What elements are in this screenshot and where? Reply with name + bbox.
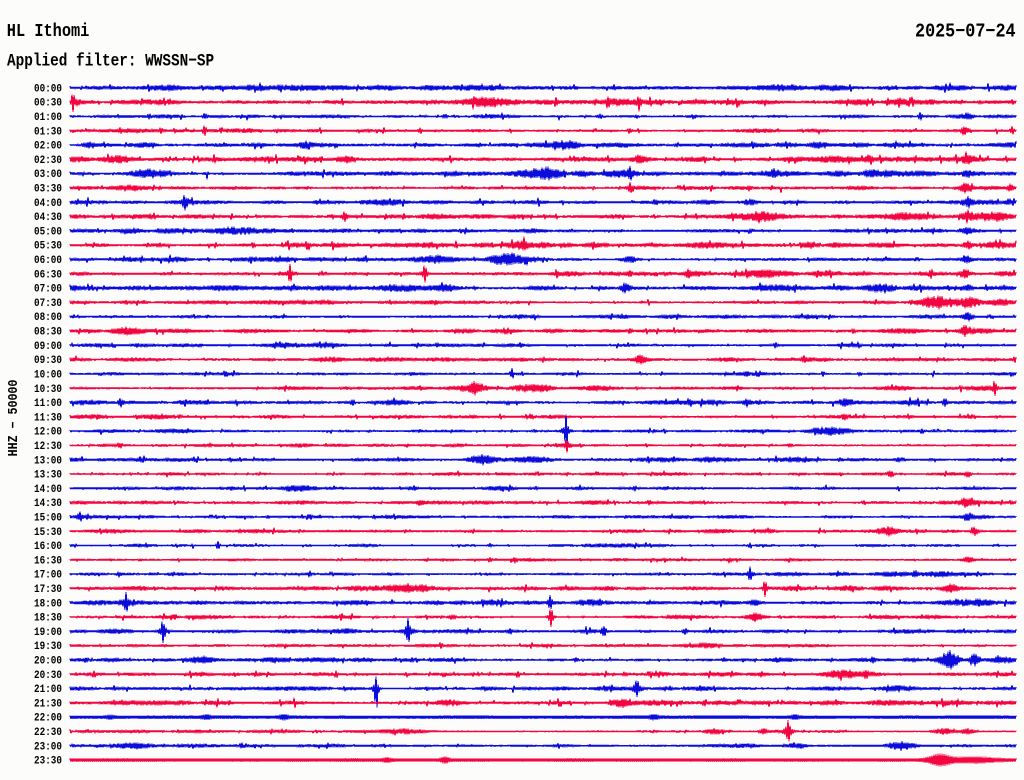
svg-text:23:30: 23:30 bbox=[34, 756, 62, 768]
svg-text:11:30: 11:30 bbox=[34, 413, 62, 425]
svg-text:12:00: 12:00 bbox=[34, 427, 62, 439]
svg-text:04:00: 04:00 bbox=[34, 198, 62, 210]
svg-text:05:30: 05:30 bbox=[34, 241, 62, 253]
svg-text:04:30: 04:30 bbox=[34, 213, 62, 225]
svg-text:03:30: 03:30 bbox=[34, 184, 62, 196]
svg-text:11:00: 11:00 bbox=[34, 399, 62, 411]
svg-text:06:00: 06:00 bbox=[34, 255, 62, 267]
svg-text:03:00: 03:00 bbox=[34, 170, 62, 182]
svg-text:08:30: 08:30 bbox=[34, 327, 62, 339]
svg-text:18:00: 18:00 bbox=[34, 599, 62, 611]
svg-text:15:30: 15:30 bbox=[34, 527, 62, 539]
svg-text:19:00: 19:00 bbox=[34, 627, 62, 639]
svg-text:HL Ithomi: HL Ithomi bbox=[7, 22, 90, 43]
svg-text:22:30: 22:30 bbox=[34, 727, 62, 739]
svg-text:2025−07−24: 2025−07−24 bbox=[915, 21, 1016, 42]
svg-text:15:00: 15:00 bbox=[34, 513, 62, 525]
svg-text:10:30: 10:30 bbox=[34, 384, 62, 396]
svg-text:14:30: 14:30 bbox=[34, 499, 62, 511]
svg-text:19:30: 19:30 bbox=[34, 642, 62, 654]
svg-text:07:30: 07:30 bbox=[34, 298, 62, 310]
svg-text:09:30: 09:30 bbox=[34, 356, 62, 368]
svg-text:08:00: 08:00 bbox=[34, 313, 62, 325]
svg-text:18:30: 18:30 bbox=[34, 613, 62, 625]
svg-text:05:00: 05:00 bbox=[34, 227, 62, 239]
svg-text:02:30: 02:30 bbox=[34, 155, 62, 167]
svg-text:13:30: 13:30 bbox=[34, 470, 62, 482]
svg-text:07:00: 07:00 bbox=[34, 284, 62, 296]
svg-text:01:00: 01:00 bbox=[34, 112, 62, 124]
svg-text:01:30: 01:30 bbox=[34, 127, 62, 139]
svg-text:17:00: 17:00 bbox=[34, 570, 62, 582]
svg-text:20:00: 20:00 bbox=[34, 656, 62, 668]
svg-text:22:00: 22:00 bbox=[34, 713, 62, 725]
svg-text:16:00: 16:00 bbox=[34, 542, 62, 554]
svg-text:Applied filter: WWSSN−SP: Applied filter: WWSSN−SP bbox=[7, 51, 214, 71]
svg-text:HHZ − 50000: HHZ − 50000 bbox=[6, 380, 21, 457]
svg-text:21:30: 21:30 bbox=[34, 699, 62, 711]
svg-text:00:00: 00:00 bbox=[34, 84, 62, 96]
svg-text:06:30: 06:30 bbox=[34, 270, 62, 282]
svg-text:14:00: 14:00 bbox=[34, 484, 62, 496]
svg-text:17:30: 17:30 bbox=[34, 584, 62, 596]
svg-text:16:30: 16:30 bbox=[34, 556, 62, 568]
svg-text:23:00: 23:00 bbox=[34, 742, 62, 754]
svg-text:10:00: 10:00 bbox=[34, 370, 62, 382]
svg-text:09:00: 09:00 bbox=[34, 341, 62, 353]
svg-text:20:30: 20:30 bbox=[34, 670, 62, 682]
svg-text:12:30: 12:30 bbox=[34, 441, 62, 453]
svg-text:21:00: 21:00 bbox=[34, 685, 62, 697]
svg-text:13:00: 13:00 bbox=[34, 456, 62, 468]
svg-text:02:00: 02:00 bbox=[34, 141, 62, 153]
svg-text:00:30: 00:30 bbox=[34, 98, 62, 110]
